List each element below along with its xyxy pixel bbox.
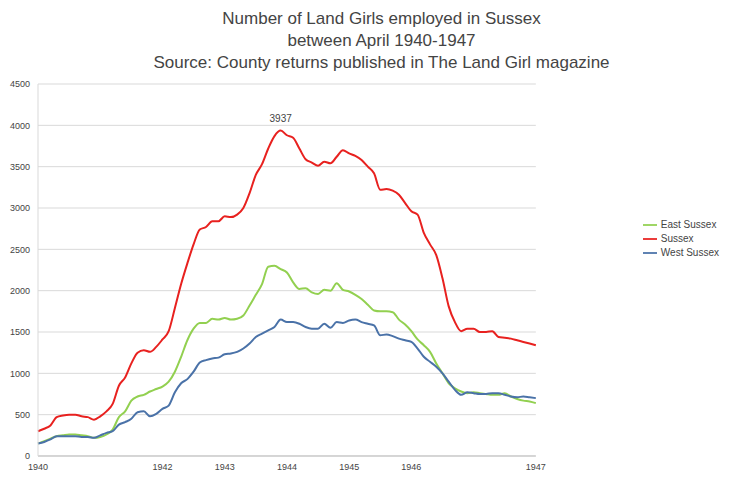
svg-text:3000: 3000 [10,203,30,213]
svg-text:1946: 1946 [401,462,421,472]
html-text:Sussex: Sussex [660,232,694,244]
svg-text:3500: 3500 [10,162,30,172]
html-text:Source: County returns publish: Source: County returns published in The … [153,53,610,72]
svg-text:1942: 1942 [152,462,172,472]
svg-text:1943: 1943 [215,462,235,472]
html-text:between April 1940-1947: between April 1940-1947 [287,31,476,50]
svg-text:1500: 1500 [10,327,30,337]
svg-text:0: 0 [25,451,30,461]
svg-text:1945: 1945 [339,462,359,472]
html-text:Number of Land Girls employed: Number of Land Girls employed in Sussex [222,9,541,28]
svg-text:2000: 2000 [10,286,30,296]
svg-text:4000: 4000 [10,121,30,131]
svg-text:1944: 1944 [277,462,297,472]
svg-text:1947: 1947 [526,462,546,472]
svg-text:1000: 1000 [10,369,30,379]
svg-text:1940: 1940 [28,462,48,472]
svg-text:3937: 3937 [270,113,293,124]
html-text:East Sussex: East Sussex [660,218,717,230]
html-text:West Sussex: West Sussex [660,246,719,258]
svg-text:500: 500 [15,410,30,420]
svg-text:4500: 4500 [10,79,30,89]
svg-text:2500: 2500 [10,245,30,255]
